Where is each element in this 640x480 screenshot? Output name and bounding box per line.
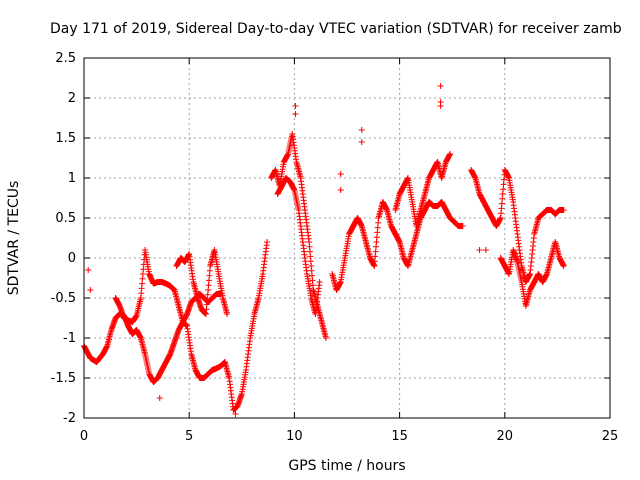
y-tick-label: -0.5 <box>51 291 76 306</box>
y-axis-label: SDTVAR / TECUs <box>6 181 22 296</box>
x-tick-label: 20 <box>497 429 514 444</box>
x-tick-label: 10 <box>286 429 303 444</box>
data-point <box>476 247 483 253</box>
data-point <box>316 279 323 285</box>
plot-frame <box>83 57 611 419</box>
x-tick-label: 5 <box>185 429 193 444</box>
data-point <box>437 83 444 89</box>
data-point <box>358 127 365 133</box>
x-tick-label: 0 <box>80 429 88 444</box>
data-point <box>482 247 489 253</box>
data-point <box>87 287 94 293</box>
data-point <box>459 223 466 229</box>
y-tick-label: 0.5 <box>55 211 76 226</box>
data-point <box>232 411 239 417</box>
x-tick-label: 25 <box>602 429 619 444</box>
y-tick-label: -1.5 <box>51 371 76 386</box>
chart-title: Day 171 of 2019, Sidereal Day-to-day VTE… <box>50 21 622 37</box>
x-tick-label: 15 <box>391 429 408 444</box>
data-point <box>292 111 299 117</box>
data-point <box>337 187 344 193</box>
data-point <box>264 239 271 245</box>
data-point <box>85 267 92 273</box>
y-tick-label: 1.5 <box>55 131 76 146</box>
data-point <box>437 103 444 109</box>
data-point <box>560 207 567 213</box>
data-point <box>337 171 344 177</box>
y-tick-label: -2 <box>63 411 76 426</box>
y-tick-label: 2.5 <box>55 51 76 66</box>
data-point <box>560 263 567 269</box>
y-tick-label: 2 <box>68 91 76 106</box>
data-point <box>224 311 231 317</box>
y-tick-label: -1 <box>63 331 76 346</box>
axis-ticks: -2 -1.5 -1 -0.5 0 0.5 1 1.5 2 2.5 0 5 10 15 20 25 <box>51 51 619 444</box>
data-point <box>447 151 454 157</box>
y-tick-label: 1 <box>68 171 76 186</box>
x-axis-label: GPS time / hours <box>288 458 405 474</box>
y-tick-label: 0 <box>68 251 76 266</box>
data-point <box>292 103 299 109</box>
data-points <box>81 83 567 417</box>
data-point <box>358 139 365 145</box>
data-point <box>322 335 329 341</box>
data-point <box>156 395 163 401</box>
